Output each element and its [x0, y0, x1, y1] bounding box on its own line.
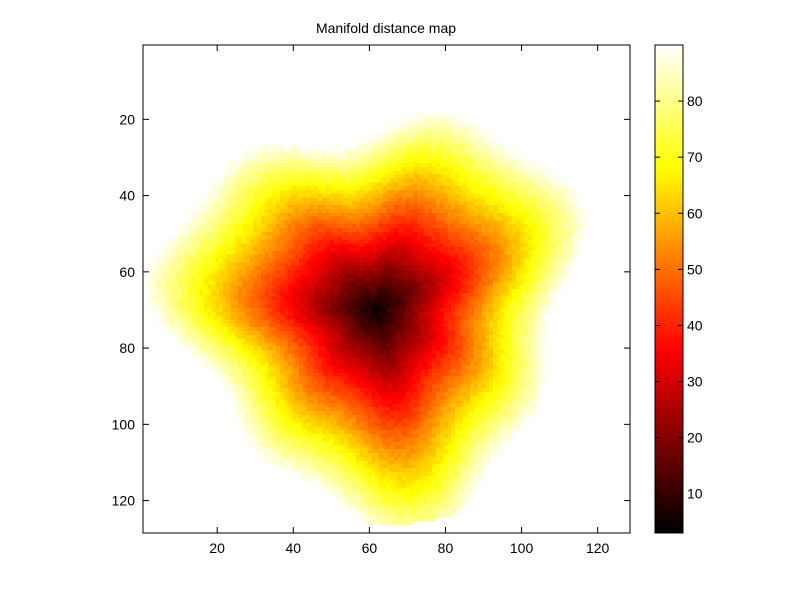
y-tick-label: 60: [119, 264, 135, 280]
colorbar-tick-label: 80: [687, 93, 703, 109]
colorbar-tick-label: 70: [687, 149, 703, 165]
x-tick-label: 100: [510, 540, 534, 556]
x-tick-label: 20: [209, 540, 225, 556]
colorbar-frame: [654, 44, 684, 534]
x-tick-label: 60: [362, 540, 378, 556]
colorbar-tick-label: 40: [687, 317, 703, 333]
colorbar-tick-label: 10: [687, 486, 703, 502]
y-axis: 20 40 60 80 100 120: [112, 111, 630, 509]
x-axis: 20 40 60 80 100 120: [209, 45, 610, 556]
y-tick-label: 40: [119, 188, 135, 204]
chart-title: Manifold distance map: [316, 20, 456, 36]
y-tick-label: 100: [112, 416, 136, 432]
colorbar-tick-label: 30: [687, 374, 703, 390]
colorbar-gradient: [655, 45, 683, 533]
y-tick-label: 120: [112, 493, 136, 509]
heatmap-axes: 20 40 60 80 100 120 20 40 60 80 100 120: [112, 44, 631, 556]
x-tick-label: 120: [586, 540, 610, 556]
y-tick-label: 80: [119, 340, 135, 356]
colorbar-container: [655, 45, 683, 533]
heatmap-image: [143, 45, 630, 533]
plot-frame: [142, 44, 631, 534]
x-tick-label: 40: [285, 540, 301, 556]
colorbar-tick-label: 60: [687, 205, 703, 221]
colorbar-tick-label: 20: [687, 430, 703, 446]
colorbar: 10 20 30 40 50 60 70 80: [654, 44, 703, 534]
y-tick-label: 20: [119, 111, 135, 127]
colorbar-tick-label: 50: [687, 261, 703, 277]
colorbar-axis: 10 20 30 40 50 60 70 80: [655, 93, 703, 502]
x-tick-label: 80: [438, 540, 454, 556]
heatmap-container: [143, 45, 630, 533]
